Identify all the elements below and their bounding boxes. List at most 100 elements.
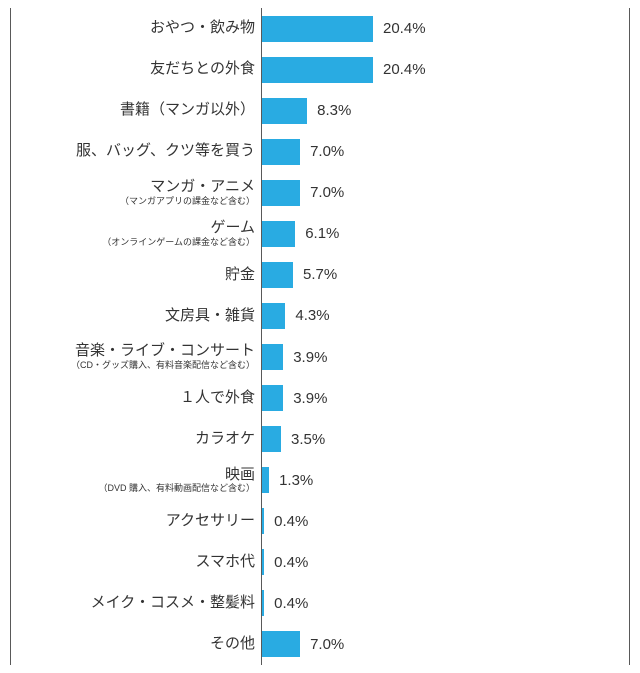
chart-row: １人で外食 3.9% — [11, 378, 629, 419]
chart-row: おやつ・飲み物 20.4% — [11, 8, 629, 49]
label-col: 映画（DVD 購入、有料動画配信など含む） — [11, 467, 261, 494]
bar — [262, 508, 264, 534]
value-label: 0.4% — [274, 554, 308, 571]
bar-col: 6.1% — [261, 213, 629, 254]
category-label: おやつ・飲み物 — [150, 20, 255, 37]
category-label: ゲーム — [210, 220, 255, 237]
chart-row: 書籍（マンガ以外） 8.3% — [11, 90, 629, 131]
category-label: アクセサリー — [166, 513, 255, 530]
label-col: カラオケ — [11, 431, 261, 448]
category-label: 映画 — [225, 467, 255, 484]
label-col: 友だちとの外食 — [11, 61, 261, 78]
category-label: その他 — [210, 636, 255, 653]
bar — [262, 303, 285, 329]
bar — [262, 426, 281, 452]
category-label: 服、バッグ、クツ等を買う — [76, 143, 255, 160]
bar-col: 20.4% — [261, 49, 629, 90]
category-label: スマホ代 — [195, 554, 255, 571]
bar — [262, 139, 300, 165]
label-col: 服、バッグ、クツ等を買う — [11, 143, 261, 160]
value-label: 20.4% — [383, 61, 426, 78]
value-label: 4.3% — [295, 307, 329, 324]
value-label: 6.1% — [305, 225, 339, 242]
category-label: 書籍（マンガ以外） — [120, 102, 255, 119]
chart-row: 文房具・雑貨 4.3% — [11, 295, 629, 336]
label-col: スマホ代 — [11, 554, 261, 571]
category-sublabel: （CD・グッズ購入、有料音楽配信など含む） — [71, 361, 255, 371]
chart-container: おやつ・飲み物 20.4% 友だちとの外食 20.4% 書籍（マンガ以外） 8.3% 服、バ… — [0, 0, 640, 673]
chart-row: 友だちとの外食 20.4% — [11, 49, 629, 90]
bar-col: 8.3% — [261, 90, 629, 131]
category-sublabel: （オンラインゲームの課金など含む） — [102, 238, 255, 248]
label-col: 書籍（マンガ以外） — [11, 102, 261, 119]
value-label: 7.0% — [310, 184, 344, 201]
chart-row: ゲーム（オンラインゲームの課金など含む） 6.1% — [11, 213, 629, 254]
bar — [262, 16, 373, 42]
bar-col: 3.9% — [261, 337, 629, 378]
category-label: 友だちとの外食 — [150, 61, 255, 78]
bar — [262, 590, 264, 616]
label-col: マンガ・アニメ（マンガアプリの課金など含む） — [11, 179, 261, 206]
value-label: 3.5% — [291, 431, 325, 448]
value-label: 1.3% — [279, 472, 313, 489]
value-label: 3.9% — [293, 390, 327, 407]
label-col: 貯金 — [11, 267, 261, 284]
chart-row: 服、バッグ、クツ等を買う 7.0% — [11, 131, 629, 172]
bar — [262, 549, 264, 575]
label-col: 音楽・ライブ・コンサート（CD・グッズ購入、有料音楽配信など含む） — [11, 343, 261, 370]
value-label: 0.4% — [274, 595, 308, 612]
bar — [262, 262, 293, 288]
value-label: 7.0% — [310, 143, 344, 160]
value-label: 20.4% — [383, 20, 426, 37]
category-label: 文房具・雑貨 — [165, 308, 255, 325]
value-label: 8.3% — [317, 102, 351, 119]
label-col: おやつ・飲み物 — [11, 20, 261, 37]
bar-col: 20.4% — [261, 8, 629, 49]
chart-inner: おやつ・飲み物 20.4% 友だちとの外食 20.4% 書籍（マンガ以外） 8.3% 服、バ… — [10, 8, 630, 665]
bar-col: 7.0% — [261, 131, 629, 172]
category-sublabel: （DVD 購入、有料動画配信など含む） — [98, 484, 255, 494]
chart-row: カラオケ 3.5% — [11, 419, 629, 460]
category-label: カラオケ — [195, 431, 255, 448]
bar-col: 1.3% — [261, 460, 629, 501]
bar — [262, 344, 283, 370]
category-sublabel: （マンガアプリの課金など含む） — [120, 197, 255, 207]
bar — [262, 98, 307, 124]
value-label: 7.0% — [310, 636, 344, 653]
bar-col: 3.5% — [261, 419, 629, 460]
category-label: メイク・コスメ・整髪料 — [91, 595, 255, 612]
category-label: 貯金 — [225, 267, 255, 284]
bar-col: 0.4% — [261, 583, 629, 624]
chart-row: スマホ代 0.4% — [11, 542, 629, 583]
bar-col: 7.0% — [261, 172, 629, 213]
value-label: 5.7% — [303, 266, 337, 283]
label-col: その他 — [11, 636, 261, 653]
bar — [262, 221, 295, 247]
chart-row: アクセサリー 0.4% — [11, 501, 629, 542]
category-label: １人で外食 — [180, 390, 255, 407]
label-col: アクセサリー — [11, 513, 261, 530]
bar — [262, 57, 373, 83]
bar-col: 7.0% — [261, 624, 629, 665]
chart-row: メイク・コスメ・整髪料 0.4% — [11, 583, 629, 624]
bar-col: 5.7% — [261, 254, 629, 295]
chart-row: 貯金 5.7% — [11, 254, 629, 295]
bar — [262, 467, 269, 493]
category-label: マンガ・アニメ — [150, 179, 255, 196]
label-col: ゲーム（オンラインゲームの課金など含む） — [11, 220, 261, 247]
chart-row: 音楽・ライブ・コンサート（CD・グッズ購入、有料音楽配信など含む） 3.9% — [11, 337, 629, 378]
category-label: 音楽・ライブ・コンサート — [75, 343, 255, 360]
bar — [262, 385, 283, 411]
value-label: 0.4% — [274, 513, 308, 530]
chart-row: マンガ・アニメ（マンガアプリの課金など含む） 7.0% — [11, 172, 629, 213]
value-label: 3.9% — [293, 349, 327, 366]
label-col: メイク・コスメ・整髪料 — [11, 595, 261, 612]
label-col: １人で外食 — [11, 390, 261, 407]
bar-col: 4.3% — [261, 295, 629, 336]
label-col: 文房具・雑貨 — [11, 308, 261, 325]
chart-row: 映画（DVD 購入、有料動画配信など含む） 1.3% — [11, 460, 629, 501]
bar-col: 0.4% — [261, 501, 629, 542]
chart-row: その他 7.0% — [11, 624, 629, 665]
bar-col: 3.9% — [261, 378, 629, 419]
bar — [262, 631, 300, 657]
